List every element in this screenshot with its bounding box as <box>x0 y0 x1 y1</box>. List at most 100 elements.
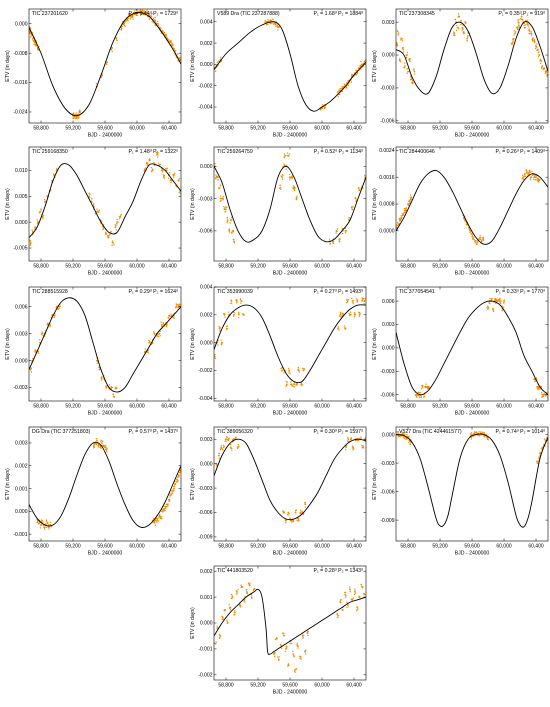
x-tick-label: 60,400 <box>346 683 362 689</box>
data-point-scatter <box>162 174 164 176</box>
data-point-scatter <box>337 326 339 328</box>
data-point-scatter <box>340 598 342 601</box>
data-point-scatter <box>298 518 300 520</box>
data-point-scatter <box>178 475 180 478</box>
data-point-scatter <box>398 59 401 61</box>
data-point-scatter <box>143 10 146 12</box>
data-point-scatter <box>464 22 467 25</box>
data-point <box>354 197 357 200</box>
data-point-scatter <box>108 236 110 239</box>
x-tick-label: 59,200 <box>250 683 266 689</box>
plot-frame <box>28 286 182 402</box>
data-point-scatter <box>492 308 495 310</box>
x-tick-label: 59,600 <box>282 126 298 132</box>
data-point-scatter <box>88 192 91 195</box>
x-tick-label: 59,200 <box>250 126 266 132</box>
data-point-scatter <box>157 24 160 26</box>
data-point-scatter <box>361 297 363 299</box>
data-point-scatter <box>149 340 151 342</box>
data-point-scatter <box>474 239 477 242</box>
data-point-scatter <box>294 511 297 514</box>
data-point-scatter <box>59 305 61 307</box>
y-tick-label: -0.009 <box>380 518 394 524</box>
data-point-scatter <box>357 439 360 442</box>
data-point-scatter <box>31 35 33 37</box>
data-point-scatter <box>37 350 40 353</box>
data-point-scatter <box>36 219 38 221</box>
data-point-scatter <box>407 204 410 206</box>
data-point-scatter <box>398 435 401 437</box>
data-point-scatter <box>235 436 237 438</box>
data-point-scatter <box>101 379 103 381</box>
data-point-scatter <box>426 388 429 390</box>
data-point-scatter <box>536 49 539 51</box>
data-point <box>482 236 485 239</box>
data-point-scatter <box>109 233 111 236</box>
data-point-scatter <box>401 214 404 217</box>
data-point-scatter <box>527 24 529 26</box>
data-point-scatter <box>536 46 538 49</box>
panel-title: TIC 259264759 <box>217 149 253 155</box>
y-tick-label: -0.002 <box>198 673 212 679</box>
data-point-scatter <box>401 47 404 49</box>
data-point-scatter <box>415 396 418 398</box>
data-point-scatter <box>154 519 157 522</box>
data-point-scatter <box>510 43 513 45</box>
y-axis-label: ETV (in days) <box>5 468 11 500</box>
data-point-scatter <box>157 333 160 335</box>
y-tick-label: 0.000 <box>200 164 213 170</box>
data-point-scatter <box>148 159 151 162</box>
data-point-scatter <box>148 18 151 20</box>
data-point-scatter <box>95 82 98 85</box>
data-point-scatter <box>147 163 149 165</box>
data-point-scatter <box>291 520 294 522</box>
data-point-scatter <box>293 187 296 190</box>
data-point-scatter <box>528 29 530 31</box>
data-point-scatter <box>281 173 284 176</box>
y-tick-label: -0.004 <box>198 105 212 111</box>
data-point-scatter <box>360 436 362 438</box>
data-point-scatter <box>114 226 117 228</box>
data-point-scatter <box>178 57 180 59</box>
plot-frame <box>213 426 367 542</box>
data-point-scatter <box>96 362 99 364</box>
data-point-scatter <box>175 480 177 482</box>
data-point-scatter <box>283 153 285 155</box>
period-label: P₁ = 0.74ᵈ P₂ = 1014ᵈ <box>495 429 545 435</box>
data-point-scatter <box>542 395 545 397</box>
data-point-scatter <box>173 483 176 486</box>
y-axis-label: ETV (in days) <box>5 328 11 360</box>
data-point-scatter <box>338 329 340 331</box>
data-point-scatter <box>221 618 223 621</box>
data-point-scatter <box>34 226 36 228</box>
data-point-scatter <box>397 432 399 434</box>
data-point <box>226 219 229 222</box>
period-label: P₁ = 1.68ᵈ P₂ = 1884ᵈ <box>313 11 363 17</box>
y-tick-label: 0.0008 <box>379 202 395 208</box>
data-point-scatter <box>34 227 36 230</box>
data-point-scatter <box>357 187 360 189</box>
data-point-scatter <box>339 238 341 240</box>
data-point-scatter <box>232 238 234 241</box>
data-point-scatter <box>151 170 154 172</box>
data-point-scatter <box>354 196 357 199</box>
data-point-scatter <box>44 526 46 528</box>
data-point-scatter <box>339 93 341 96</box>
data-point-scatter <box>121 25 123 27</box>
data-point-scatter <box>341 312 344 314</box>
data-point-scatter <box>350 313 352 316</box>
data-point-scatter <box>537 51 540 54</box>
data-point-scatter <box>350 81 352 83</box>
data-point-scatter <box>160 27 162 30</box>
data-point-scatter <box>31 229 33 231</box>
data-point-scatter <box>528 173 530 175</box>
data-point-scatter <box>220 447 222 450</box>
data-point-scatter <box>351 445 354 447</box>
data-point-scatter <box>472 433 474 436</box>
data-point-scatter <box>278 187 281 190</box>
x-axis-label: BJD - 2400000 <box>455 271 490 277</box>
data-point-scatter <box>277 29 279 31</box>
data-point-scatter <box>534 174 536 177</box>
data-point-scatter <box>518 24 520 26</box>
data-point-scatter <box>233 311 235 314</box>
